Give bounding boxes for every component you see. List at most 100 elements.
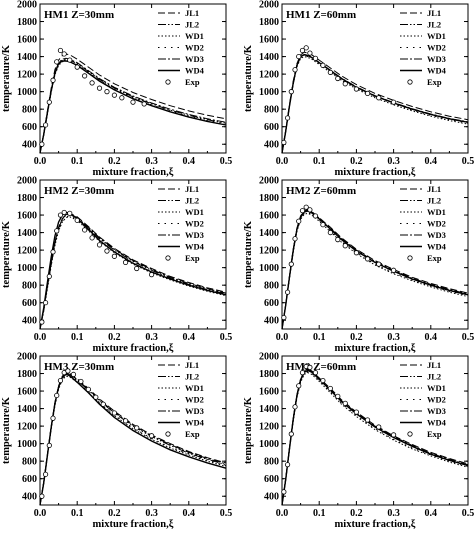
data-point [284, 462, 291, 468]
y-tick-label: 1400 [17, 228, 37, 239]
legend-label: WD1 [427, 207, 446, 217]
y-tick-label: 600 [22, 474, 37, 485]
y-tick-label: 1000 [17, 439, 37, 450]
data-point [122, 259, 129, 265]
legend-marker [165, 79, 171, 85]
series-line-wd2 [281, 211, 469, 330]
data-point [296, 53, 302, 60]
series-line-jl2 [39, 372, 227, 506]
data-point [284, 115, 291, 121]
x-tick-label: 0.5 [462, 332, 474, 343]
y-tick-label: 600 [264, 298, 279, 309]
data-point [39, 319, 45, 325]
data-point [50, 77, 56, 83]
legend-marker [165, 431, 171, 437]
y-tick-label: 1200 [259, 70, 279, 81]
x-tick-label: 0.0 [34, 332, 47, 343]
legend-label: Exp [185, 77, 200, 87]
x-tick-label: 0.3 [145, 508, 158, 519]
x-tick-label: 0.0 [276, 156, 289, 167]
x-tick-label: 0.4 [425, 332, 438, 343]
y-tick-label: 600 [264, 474, 279, 485]
series-line-wd3 [39, 372, 227, 506]
legend-label: Exp [427, 77, 442, 87]
legend-marker [165, 255, 171, 261]
x-tick-label: 0.2 [350, 332, 363, 343]
y-tick-label: 1200 [259, 246, 279, 257]
legend-label: WD2 [185, 395, 204, 405]
y-tick-label: 1600 [17, 387, 37, 398]
data-point [353, 86, 359, 92]
data-point [82, 227, 88, 233]
data-point [57, 212, 64, 218]
x-tick-label: 0.4 [425, 508, 438, 519]
chart-panel-3: 400 600 800 1000 1200 1400 1600 1800 2000 0.0 0.1 0… [1, 176, 232, 355]
data-point [104, 248, 110, 254]
data-point [82, 73, 88, 79]
legend-marker [407, 431, 413, 437]
x-tick-label: 0.4 [183, 332, 196, 343]
x-tick-label: 0.5 [220, 156, 233, 167]
y-tick-label: 1000 [17, 87, 37, 98]
legend-label: WD3 [427, 54, 446, 64]
legend-label: WD2 [185, 219, 204, 229]
legend-label: WD3 [185, 54, 204, 64]
data-point [281, 489, 287, 495]
y-tick-label: 2000 [259, 176, 279, 187]
data-point [390, 267, 397, 273]
data-point [299, 208, 306, 214]
legend-label: JL2 [427, 20, 441, 30]
data-point [54, 228, 60, 234]
y-axis-label: temperature/K [243, 396, 254, 464]
y-tick-label: 1400 [17, 404, 37, 415]
data-point [46, 99, 52, 105]
x-tick-label: 0.1 [313, 156, 326, 167]
legend-label: JL2 [185, 20, 199, 30]
data-point [54, 392, 60, 399]
x-tick-label: 0.0 [34, 156, 47, 167]
x-tick-label: 0.2 [108, 156, 121, 167]
y-tick-label: 600 [264, 122, 279, 133]
y-tick-label: 2000 [259, 352, 279, 363]
chart-panel-5: 400 600 800 1000 1200 1400 1600 1800 2000 0.0 0.1 0… [1, 352, 232, 531]
data-point [61, 51, 67, 57]
data-point [54, 59, 60, 65]
y-axis-label: temperature/K [243, 44, 254, 112]
y-tick-label: 1400 [259, 228, 279, 239]
y-tick-label: 800 [264, 457, 279, 468]
x-tick-label: 0.1 [71, 156, 84, 167]
data-point [320, 377, 326, 384]
legend-label: WD3 [427, 230, 446, 240]
series-exp-markers [39, 368, 155, 499]
panel-title: HM2 Z=60mm [286, 185, 356, 197]
data-point [50, 415, 56, 421]
y-tick-label: 2000 [259, 0, 279, 11]
x-axis-label: mixture fraction,ξ [93, 519, 174, 530]
data-point [320, 62, 326, 68]
data-point [284, 289, 291, 295]
data-point [299, 370, 306, 376]
data-point [327, 385, 333, 392]
y-tick-label: 800 [264, 281, 279, 292]
x-tick-label: 0.1 [313, 508, 326, 519]
data-point [307, 50, 313, 56]
legend-label: WD1 [185, 31, 204, 41]
x-tick-label: 0.3 [387, 156, 400, 167]
legend-label: JL1 [427, 184, 441, 194]
series-line-wd3 [39, 57, 227, 154]
data-point [67, 57, 73, 63]
x-axis-label: mixture fraction,ξ [335, 343, 416, 354]
y-tick-label: 1000 [259, 263, 279, 274]
data-point [327, 229, 333, 236]
y-tick-label: 400 [22, 492, 37, 503]
data-point [149, 272, 155, 278]
legend-label: WD3 [185, 406, 204, 416]
data-point [312, 370, 319, 376]
data-point [42, 300, 49, 306]
series-line-wd2 [39, 59, 227, 154]
y-tick-label: 1600 [17, 35, 37, 46]
y-tick-label: 1800 [17, 17, 37, 28]
